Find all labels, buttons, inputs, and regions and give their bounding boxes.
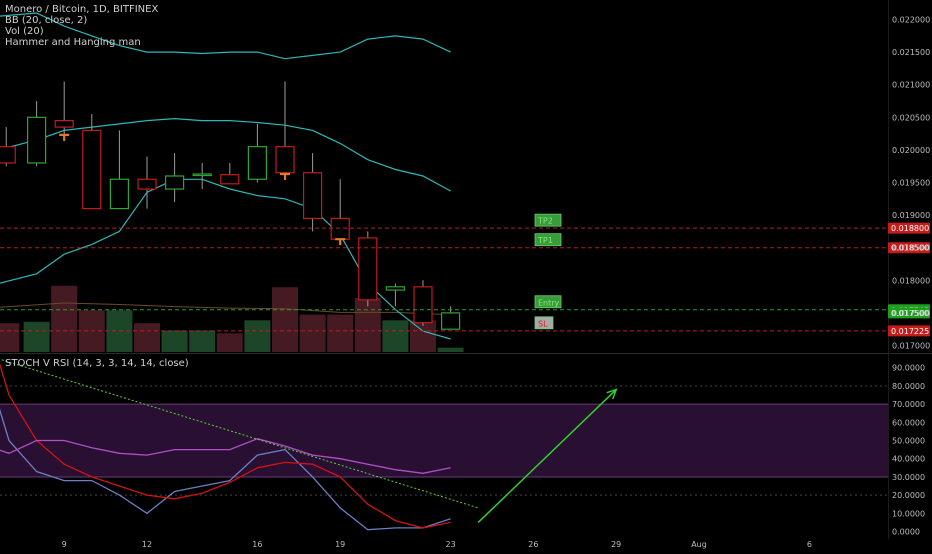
candle-body bbox=[82, 129, 102, 210]
time-axis-tick-label: 29 bbox=[611, 540, 621, 549]
oscillator-axis-tick-label: 0.0000 bbox=[892, 528, 920, 537]
price-level-axis-label bbox=[888, 325, 930, 337]
oscillator-axis-tick-label: 90.0000 bbox=[892, 364, 925, 373]
price-axis-tick-label: 0.018500 bbox=[892, 244, 930, 253]
time-axis-tick-label: 23 bbox=[446, 540, 456, 549]
volume-bar bbox=[51, 285, 78, 352]
price-axis-tick-label: 0.019000 bbox=[892, 211, 930, 220]
candle-body bbox=[385, 286, 405, 291]
legend-vol: Vol (20) bbox=[5, 26, 44, 37]
level-tag-box bbox=[534, 316, 554, 330]
legend-symbol: Monero / Bitcoin, 1D, BITFINEX bbox=[5, 4, 159, 15]
price-axis-tick-label: 0.022000 bbox=[892, 16, 930, 25]
bb-upper-line bbox=[0, 12, 451, 60]
price-axis-tick-label: 0.020500 bbox=[892, 113, 930, 122]
time-axis-tick-label: Aug bbox=[691, 540, 707, 549]
price-axis-tick-label: 0.021000 bbox=[892, 81, 930, 90]
level-tag-box bbox=[534, 295, 562, 309]
price-level-axis-label bbox=[888, 307, 930, 319]
price-level-axis-label bbox=[888, 242, 930, 254]
volume-bar bbox=[216, 333, 243, 352]
hammer-marker-icon bbox=[59, 133, 70, 141]
candle-body bbox=[165, 175, 185, 190]
chart-legend: Monero / Bitcoin, 1D, BITFINEX BB (20, c… bbox=[5, 4, 158, 48]
time-axis-tick-label: 6 bbox=[807, 540, 812, 549]
level-tag-text: Entry bbox=[538, 298, 560, 307]
level-tag-text: TP1 bbox=[537, 236, 553, 245]
level-tag-text: TP2 bbox=[537, 217, 553, 226]
up-arrow-head-icon bbox=[606, 388, 618, 400]
oscillator-axis-tick-label: 40.0000 bbox=[892, 455, 925, 464]
level-tag-text: SL bbox=[538, 319, 548, 328]
price-axis-tick-label: 0.017000 bbox=[892, 341, 930, 350]
oscillator-axis-tick-label: 80.0000 bbox=[892, 382, 925, 391]
price-level-axis-text: 0.018800 bbox=[891, 224, 929, 233]
price-axis-tick-label: 0.018000 bbox=[892, 276, 930, 285]
candle-body bbox=[441, 312, 461, 330]
volume-bar bbox=[354, 298, 381, 352]
price-axis-tick-label: 0.020000 bbox=[892, 146, 930, 155]
volume-bar bbox=[161, 330, 188, 352]
candle-body bbox=[27, 116, 47, 164]
oscillator-k-line bbox=[0, 408, 451, 531]
candle-body bbox=[275, 146, 295, 174]
candle-body bbox=[358, 237, 378, 301]
candle-body bbox=[247, 146, 267, 180]
oscillator-axis-tick-label: 30.0000 bbox=[892, 473, 925, 482]
candle-body bbox=[330, 217, 350, 240]
rsi-band-fill bbox=[0, 404, 888, 477]
oscillator-axis-tick-label: 50.0000 bbox=[892, 437, 925, 446]
volume-bar bbox=[23, 321, 50, 352]
volume-bar bbox=[437, 347, 464, 352]
time-axis-tick-label: 16 bbox=[252, 540, 262, 549]
price-level-axis-text: 0.017500 bbox=[891, 309, 929, 318]
candle-body bbox=[192, 173, 212, 177]
candle-body bbox=[109, 178, 130, 210]
time-axis-tick-label: 9 bbox=[62, 540, 67, 549]
volume-bar bbox=[272, 287, 298, 352]
hammer-marker-icon bbox=[280, 172, 290, 180]
volume-bar bbox=[134, 323, 160, 352]
price-level-axis-label bbox=[888, 222, 930, 234]
indicator-title: STOCH V RSI (14, 3, 3, 14, 14, close) bbox=[5, 358, 189, 369]
volume-bar bbox=[189, 330, 216, 352]
candle-body bbox=[413, 286, 433, 324]
up-arrow-line bbox=[477, 389, 617, 523]
oscillator-rsi-line bbox=[0, 438, 451, 474]
volume-ma-line bbox=[0, 302, 451, 316]
candle-body bbox=[54, 119, 74, 128]
volume-bar bbox=[299, 314, 326, 352]
oscillator-axis-tick-label: 10.0000 bbox=[892, 509, 925, 518]
legend-bb: BB (20, close, 2) bbox=[5, 15, 88, 26]
time-axis-tick-label: 26 bbox=[528, 540, 538, 549]
candle-body bbox=[137, 178, 157, 190]
indicator-legend: STOCH V RSI (14, 3, 3, 14, 14, close) bbox=[5, 358, 189, 369]
oscillator-axis-tick-label: 70.0000 bbox=[892, 400, 925, 409]
oscillator-axis-tick-label: 20.0000 bbox=[892, 491, 925, 500]
time-axis-tick-label: 19 bbox=[335, 540, 345, 549]
candle-body bbox=[303, 172, 323, 219]
price-level-axis-text: 0.017225 bbox=[891, 327, 929, 336]
price-axis-tick-label: 0.017500 bbox=[892, 309, 930, 318]
time-axis-tick-label: 12 bbox=[142, 540, 152, 549]
price-axis-tick-label: 0.019500 bbox=[892, 179, 930, 188]
hammer-marker-icon bbox=[335, 238, 346, 246]
candle-body bbox=[0, 146, 16, 164]
bb-basis-line bbox=[0, 117, 451, 192]
volume-bar bbox=[0, 323, 20, 352]
candle-body bbox=[220, 174, 240, 185]
volume-bar bbox=[244, 320, 271, 352]
legend-pattern: Hammer and Hanging man bbox=[5, 37, 141, 48]
volume-bar bbox=[382, 320, 409, 352]
level-tag-box bbox=[534, 233, 562, 247]
oscillator-axis-tick-label: 60.0000 bbox=[892, 418, 925, 427]
oscillator-d-line bbox=[0, 362, 451, 529]
level-tag-box bbox=[534, 213, 562, 227]
price-axis-tick-label: 0.021500 bbox=[892, 48, 930, 57]
price-level-axis-text: 0.018500 bbox=[891, 244, 929, 253]
volume-bar bbox=[327, 314, 354, 352]
